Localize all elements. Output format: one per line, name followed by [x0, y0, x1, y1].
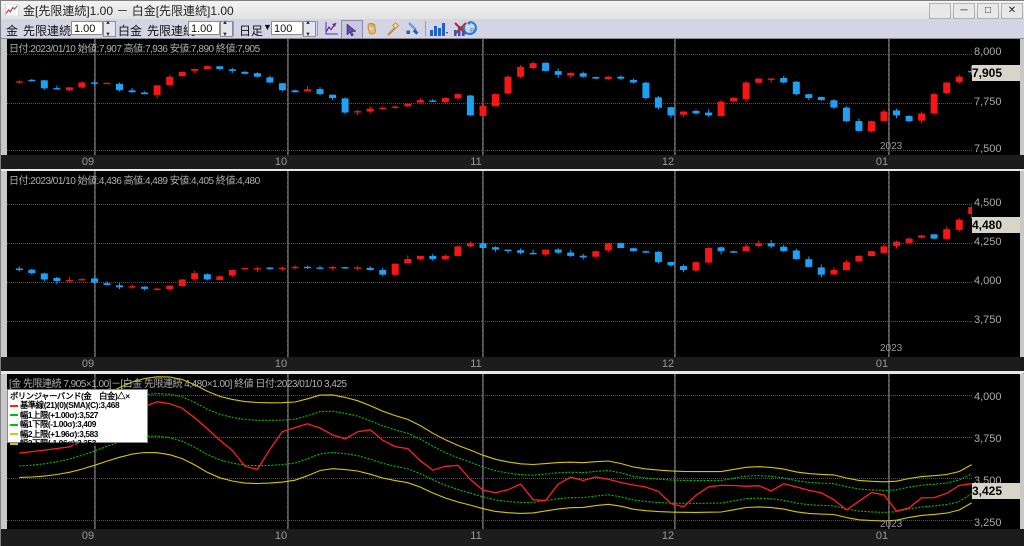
svg-text:R: R: [470, 28, 475, 35]
